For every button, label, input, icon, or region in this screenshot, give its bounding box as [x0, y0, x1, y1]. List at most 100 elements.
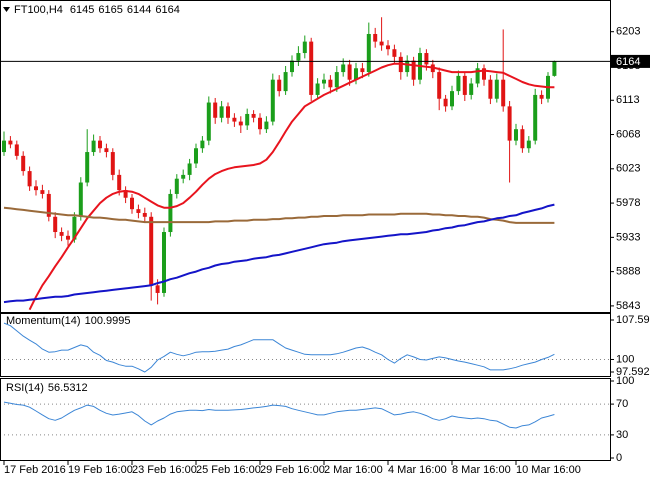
candle-body	[277, 79, 282, 92]
candle-body	[251, 113, 256, 118]
candle-body	[34, 186, 38, 191]
candle-body	[27, 171, 32, 187]
candle-body	[424, 53, 429, 65]
price-box-label: 6164	[616, 56, 640, 68]
momentum-panel	[0, 322, 610, 373]
y-tick-label: 30	[616, 429, 628, 441]
indicator-name: RSI(14)	[6, 382, 44, 394]
candle-body	[21, 155, 26, 172]
candle-body	[72, 216, 77, 240]
candle-body	[322, 79, 326, 84]
x-tick-label: 23 Feb 16:00	[132, 464, 197, 476]
rsi-panel	[0, 401, 610, 436]
candle-body	[206, 102, 211, 141]
candle-body	[14, 144, 19, 156]
y-tick-label: 6023	[616, 163, 640, 175]
candle-body	[181, 174, 186, 179]
candle-body	[347, 64, 352, 80]
y-tick-label: 6113	[616, 94, 640, 106]
candle-body	[123, 190, 128, 198]
candle-body	[469, 83, 474, 95]
price-frame	[0, 0, 611, 313]
candle-body	[283, 72, 288, 92]
candle-body	[437, 72, 442, 99]
candle-body	[405, 60, 410, 73]
candle-body	[411, 60, 416, 80]
candle-body	[155, 285, 160, 293]
candle-body	[238, 121, 243, 126]
candle-body	[526, 140, 531, 149]
moving-average	[28, 62, 555, 311]
candle-body	[226, 106, 230, 118]
candle-body	[85, 152, 90, 183]
momentum-frame	[0, 313, 611, 377]
candle-body	[59, 232, 64, 236]
candle-body	[443, 98, 448, 107]
y-tick-label: 0	[616, 452, 622, 464]
candle-body	[360, 68, 365, 73]
candle-body	[117, 174, 122, 191]
indicator-line	[3, 401, 555, 429]
candle-body	[379, 41, 384, 46]
candle-body	[213, 102, 218, 118]
x-tick-label: 17 Feb 2016	[4, 464, 66, 476]
candle-body	[104, 148, 109, 153]
collapse-icon	[3, 7, 10, 12]
x-tick-label: 8 Mar 16:00	[452, 464, 511, 476]
candle-body	[462, 75, 467, 95]
last-low: 6144	[127, 4, 151, 16]
x-tick-label: 25 Feb 16:00	[196, 464, 261, 476]
candle-body	[110, 152, 115, 175]
candle-body	[162, 232, 166, 293]
candle-body	[296, 53, 301, 61]
candle-body	[258, 117, 262, 130]
candle-body	[78, 182, 83, 217]
candle-body	[488, 79, 493, 99]
candle-body	[334, 72, 339, 88]
candle-body	[533, 94, 538, 141]
x-tick-label: 4 Mar 16:00	[388, 464, 447, 476]
moving-average	[3, 203, 555, 304]
candle-body	[475, 68, 480, 84]
symbol-header: FT100,H4 6145 6165 6144 6164	[14, 4, 180, 16]
y-tick-label: 6203	[616, 26, 640, 38]
candle-body	[149, 216, 154, 286]
x-tick-label: 10 Mar 16:00	[516, 464, 581, 476]
last-high: 6165	[98, 4, 122, 16]
candle-body	[392, 49, 397, 57]
candle-body	[142, 212, 147, 217]
candle-body	[552, 61, 557, 76]
candle-body	[98, 140, 102, 149]
indicator-line	[3, 322, 555, 373]
x-tick-label: 29 Feb 16:00	[260, 464, 325, 476]
candle-body	[168, 193, 173, 233]
candle-body	[520, 129, 525, 149]
last-close: 6164	[155, 4, 179, 16]
indicator-value: 56.5312	[48, 382, 88, 394]
candle-body	[219, 106, 224, 118]
candle-body	[2, 140, 6, 153]
y-tick-label: 100	[616, 375, 634, 387]
symbol: FT100,H4	[14, 4, 63, 16]
indicator-name: Momentum(14)	[6, 315, 81, 327]
y-tick-label: 5888	[616, 266, 640, 278]
candle-body	[341, 64, 346, 73]
candle-body	[136, 209, 141, 213]
candle-body	[91, 140, 96, 153]
last-open: 6145	[70, 4, 94, 16]
candle-body	[482, 68, 486, 80]
momentum-header: Momentum(14) 100.9995	[6, 315, 130, 327]
y-tick-label: 107.5937	[616, 314, 650, 326]
x-tick-label: 19 Feb 16:00	[68, 464, 133, 476]
candle-body	[494, 79, 499, 99]
candle-body	[200, 140, 205, 149]
candle-body	[130, 197, 134, 210]
candle-body	[270, 79, 275, 122]
y-tick-label: 5978	[616, 197, 640, 209]
y-tick-label: 5843	[616, 300, 640, 312]
y-tick-label: 5933	[616, 231, 640, 243]
candle-body	[290, 60, 294, 73]
candle-body	[456, 75, 461, 92]
candle-body	[507, 106, 512, 141]
candle-body	[232, 117, 237, 122]
